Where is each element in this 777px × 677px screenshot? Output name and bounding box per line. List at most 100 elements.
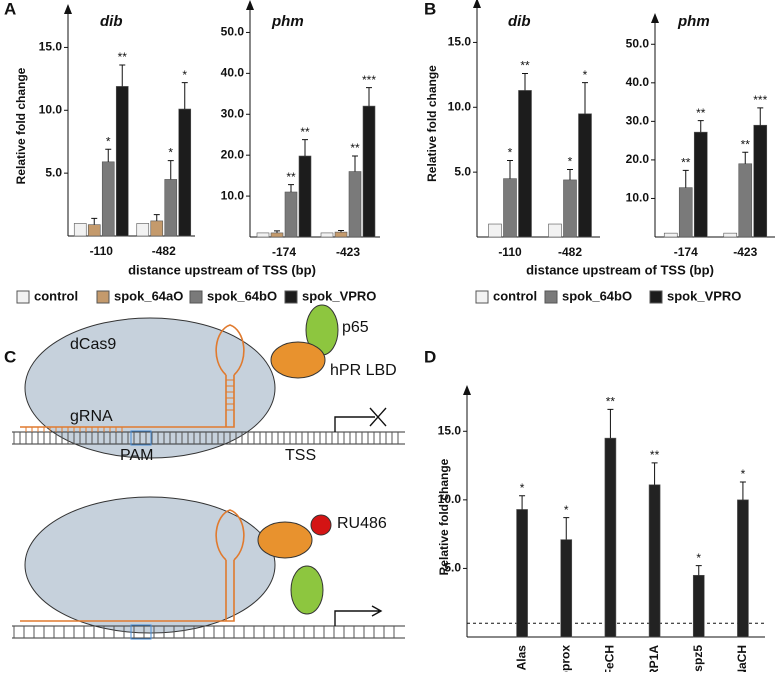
x-tick-label: -423 [336, 245, 360, 259]
hpr-shape [257, 521, 313, 559]
error-bar [274, 230, 280, 233]
dna-rungs [13, 432, 399, 444]
bar [73, 223, 87, 237]
error-bar [302, 139, 308, 156]
bar [604, 437, 617, 638]
y-tick-label: 50.0 [626, 36, 650, 50]
legend-label: spok_64bO [562, 288, 632, 303]
chart-title: dib [100, 13, 123, 30]
x-tick-label: FeCH [603, 645, 617, 672]
legend-swatch [475, 290, 489, 304]
y-tick-label: 5.0 [45, 165, 62, 179]
axis-arrow [64, 4, 72, 14]
x-tick-label: NaCH [735, 645, 749, 672]
grna [20, 509, 245, 622]
significance: * [696, 551, 701, 565]
bar [723, 232, 738, 238]
x-tick-label: -110 [90, 244, 114, 258]
error-bar [742, 151, 749, 164]
significance: ** [350, 141, 360, 155]
x-tick-label: spz5 [691, 645, 705, 672]
diagram-label: dCas9 [70, 336, 116, 353]
diagram-label: gRNA [70, 408, 113, 425]
y-tick-label: 15.0 [39, 40, 63, 54]
bar [560, 539, 573, 638]
error-bar [563, 517, 570, 540]
x-tick-label: -110 [498, 245, 522, 259]
error-bar [739, 481, 746, 500]
panel-label: D [424, 347, 436, 366]
diagram-label: PAM [120, 447, 153, 464]
legend-swatch [16, 290, 30, 304]
bar [503, 178, 517, 238]
significance: *** [362, 73, 376, 87]
y-tick-label: 10.0 [39, 102, 63, 116]
legend-swatch [284, 290, 298, 304]
grna-pairs [25, 379, 234, 432]
bar [678, 187, 693, 238]
x-tick-label: IRP1A [647, 645, 661, 672]
error-bar [567, 169, 573, 180]
bar [284, 191, 298, 238]
legend-label: spok_64bO [207, 288, 277, 303]
x-tick-label: -174 [272, 245, 296, 259]
axis-arrow [651, 13, 659, 23]
y-tick-label: 15.0 [448, 35, 472, 49]
bar [334, 231, 348, 238]
p65-shape [290, 565, 324, 615]
pam-box [130, 430, 152, 446]
bar [693, 131, 708, 238]
bar [256, 232, 270, 238]
bar [348, 171, 362, 238]
legend-label: spok_VPRO [667, 288, 741, 303]
bar [753, 124, 768, 238]
y-tick-label: 10.0 [448, 99, 472, 113]
error-bar [181, 82, 188, 110]
significance: * [520, 481, 525, 495]
significance: ** [650, 448, 660, 462]
y-tick-label: 10.0 [626, 191, 650, 205]
legend-swatch [649, 290, 663, 304]
error-bar [366, 87, 372, 107]
y-tick-label: 10.0 [438, 492, 462, 506]
significance: ** [606, 395, 616, 409]
bar [663, 232, 678, 238]
error-bar [651, 462, 658, 485]
bar [692, 574, 705, 638]
legend-label: control [34, 288, 78, 303]
significance: ** [741, 137, 751, 151]
tss-blocked [334, 407, 387, 432]
error-bar [507, 159, 513, 179]
error-bar [695, 565, 702, 576]
bar [737, 499, 749, 638]
legend-label: control [493, 288, 537, 303]
significance: * [564, 503, 569, 517]
bar [270, 232, 284, 238]
pam-box [130, 624, 152, 640]
bar [548, 223, 562, 238]
error-bar [105, 148, 112, 162]
error-bar [582, 82, 588, 114]
y-tick-label: 50.0 [221, 25, 245, 39]
significance: * [583, 68, 588, 82]
diagram-label: hPR LBD [330, 362, 397, 379]
bar [87, 224, 101, 237]
bar [178, 108, 192, 237]
error-bar [352, 155, 358, 172]
error-bar [119, 64, 126, 87]
diagram-label: TSS [285, 447, 316, 464]
error-bar [91, 217, 98, 225]
error-bar [607, 408, 614, 439]
x-axis-label: distance upstream of TSS (bp) [128, 262, 316, 277]
bar [115, 86, 129, 237]
bar [362, 105, 376, 238]
panel-label: A [4, 0, 16, 18]
diagram-label: RU486 [337, 515, 387, 532]
significance: ** [286, 170, 296, 184]
y-tick-label: 10.0 [221, 188, 245, 202]
x-tick-label: -482 [558, 245, 582, 259]
axis-arrow [246, 0, 254, 10]
error-bar [682, 169, 689, 188]
diagram-label: p65 [342, 319, 369, 336]
